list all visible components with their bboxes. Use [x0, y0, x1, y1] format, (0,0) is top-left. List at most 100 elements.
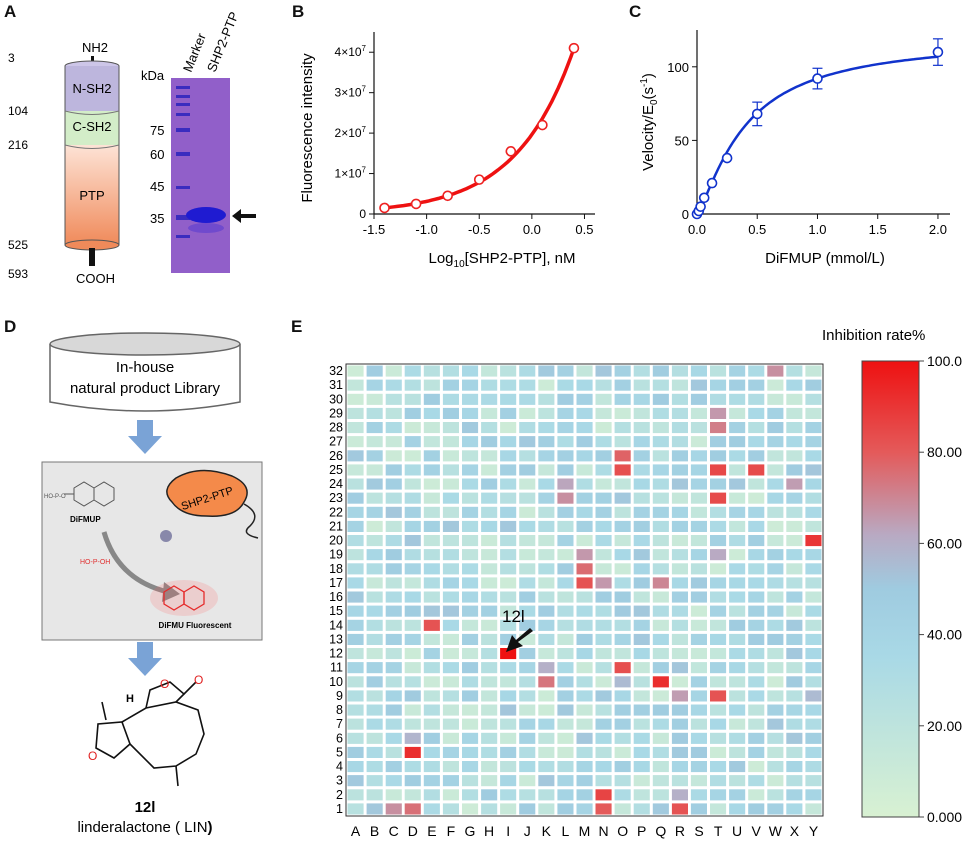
heatmap-cell	[519, 662, 536, 674]
b-data-point	[473, 174, 485, 185]
heatmap-cell	[404, 803, 421, 815]
heatmap-column-label: F	[447, 823, 456, 839]
heatmap-cell	[442, 803, 459, 815]
heatmap-cell	[805, 662, 822, 674]
heatmap-cell	[538, 732, 555, 744]
legend-ticks: 100.0 80.00 60.00 40.00 20.00 0.000	[919, 353, 962, 825]
heatmap-cell	[519, 365, 536, 377]
heatmap-cell	[671, 761, 688, 773]
reaction-arrowhead-icon	[162, 582, 180, 602]
heatmap-cell	[538, 506, 555, 518]
heatmap-cell	[347, 662, 364, 674]
heatmap-cell	[786, 379, 803, 391]
heatmap-cell	[538, 535, 555, 547]
heatmap-cell	[805, 422, 822, 434]
heatmap-cell	[729, 464, 746, 476]
heatmap-cell	[500, 436, 517, 448]
heatmap-cell	[748, 563, 765, 575]
heatmap-cell	[557, 718, 574, 730]
heatmap-cell	[633, 506, 650, 518]
heatmap-cell	[423, 379, 440, 391]
stereo-h: H	[126, 693, 134, 705]
domain-ptp	[65, 145, 119, 245]
heatmap-cell	[538, 704, 555, 716]
heatmap-cell	[538, 746, 555, 758]
heatmap-cell	[366, 464, 383, 476]
heatmap-cell	[729, 563, 746, 575]
heatmap-cell	[767, 619, 784, 631]
heatmap-cell	[671, 393, 688, 405]
heatmap-cell	[462, 761, 479, 773]
heatmap-cell	[633, 535, 650, 547]
heatmap-cell	[404, 775, 421, 787]
heatmap-cell	[614, 393, 631, 405]
heatmap-cell	[442, 690, 459, 702]
heatmap-cell	[423, 450, 440, 462]
heatmap-cell	[652, 464, 669, 476]
heatmap-cell	[767, 563, 784, 575]
heatmap-cell	[576, 492, 593, 504]
heatmap-cell	[786, 761, 803, 773]
fluorescence-glow	[150, 580, 218, 616]
heatmap-row-label: 25	[329, 463, 343, 477]
heatmap-cell	[366, 648, 383, 660]
heatmap-cell	[652, 379, 669, 391]
heatmap-cell	[442, 478, 459, 490]
heatmap-cell	[786, 492, 803, 504]
heatmap-cell	[462, 789, 479, 801]
heatmap-row-label: 32	[329, 364, 343, 378]
heatmap-cell	[576, 577, 593, 589]
heatmap-cell	[729, 761, 746, 773]
heatmap-cell	[671, 803, 688, 815]
heatmap-cell	[576, 478, 593, 490]
heatmap-cell	[366, 704, 383, 716]
heatmap-cell	[652, 789, 669, 801]
heatmap-cell	[576, 789, 593, 801]
heatmap-cell	[614, 563, 631, 575]
ladder-band	[176, 235, 190, 238]
heatmap-cell	[805, 690, 822, 702]
heatmap-cell	[347, 407, 364, 419]
heatmap-cell	[690, 520, 707, 532]
heatmap-cell	[538, 379, 555, 391]
heatmap-cell	[710, 732, 727, 744]
heatmap-cell	[462, 704, 479, 716]
heatmap-cell	[404, 746, 421, 758]
heatmap-cell	[481, 803, 498, 815]
heatmap-cell	[805, 591, 822, 603]
heatmap-cell	[519, 464, 536, 476]
heatmap-cell	[481, 450, 498, 462]
heatmap-cell	[633, 379, 650, 391]
kda-label: kDa	[141, 68, 165, 83]
heatmap-cell	[671, 478, 688, 490]
heatmap-cell	[385, 619, 402, 631]
heatmap-cell	[538, 662, 555, 674]
heatmap-cell	[595, 492, 612, 504]
heatmap-cell	[500, 746, 517, 758]
heatmap-cell	[481, 662, 498, 674]
heatmap-cell	[805, 633, 822, 645]
heatmap-cell	[404, 591, 421, 603]
heatmap-cell	[538, 633, 555, 645]
heatmap-cell	[671, 450, 688, 462]
heatmap-cell	[576, 662, 593, 674]
heatmap-cell	[805, 732, 822, 744]
heatmap-cell	[595, 591, 612, 603]
heatmap-cell	[576, 450, 593, 462]
heatmap-cell	[671, 549, 688, 561]
heatmap-cell	[767, 775, 784, 787]
heatmap-cell	[538, 450, 555, 462]
heatmap-cell	[347, 789, 364, 801]
heatmap-cell	[500, 803, 517, 815]
heatmap-cell	[462, 520, 479, 532]
lactone-ring	[145, 681, 186, 709]
heatmap-cell	[385, 492, 402, 504]
c-data-point	[695, 201, 706, 212]
heatmap-cell	[614, 549, 631, 561]
heatmap-cell	[786, 436, 803, 448]
domain-label-csh2: C-SH2	[72, 119, 111, 134]
heatmap-row-label: 28	[329, 421, 343, 435]
heatmap-cell	[462, 577, 479, 589]
c-x-tick-label: 1.5	[869, 222, 887, 237]
heatmap-cell	[423, 746, 440, 758]
